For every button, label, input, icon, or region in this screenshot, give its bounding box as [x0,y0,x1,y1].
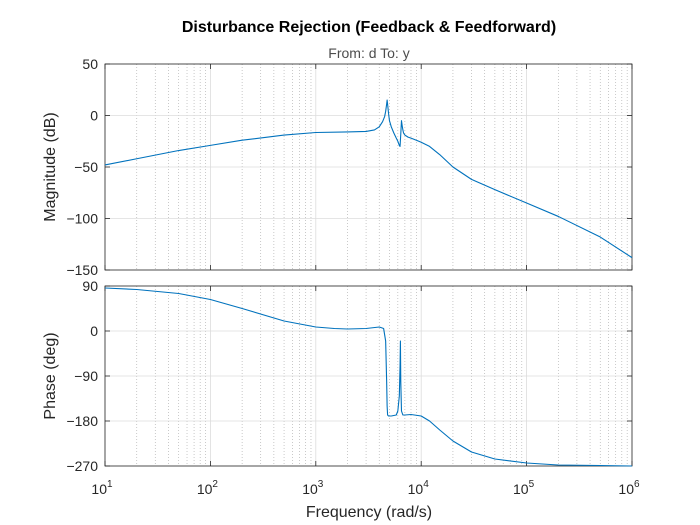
magnitude-y-tick-label: −150 [66,262,98,278]
x-tick-exponent: 1 [107,479,113,490]
phase-y-tick-label: −270 [66,458,98,474]
x-tick-exponent: 4 [423,479,429,490]
x-axis-label: Frequency (rad/s) [306,504,432,521]
x-tick-label: 104 [408,479,430,497]
x-tick-label: 102 [197,479,219,497]
phase-axis-label: Phase (deg) [42,332,59,419]
x-tick-exponent: 2 [212,479,218,490]
magnitude-axis-label: Magnitude (dB) [42,112,59,221]
phase-y-tick-label: 0 [90,323,98,339]
x-tick-label: 103 [302,479,324,497]
x-tick-exponent: 3 [318,479,324,490]
magnitude-panel: 50 0 −50 −100 −150 [66,56,633,278]
x-tick-exponent: 6 [634,479,640,490]
phase-y-tick-label: −180 [66,413,98,429]
magnitude-series-line [104,99,633,259]
phase-panel: 90 0 −90 −180 −270 [66,278,633,474]
x-tick-label: 106 [618,479,640,497]
magnitude-y-tick-label: −100 [66,211,98,227]
phase-series-line [104,287,633,467]
magnitude-y-tick-label: 0 [90,108,98,124]
x-tick-label: 105 [513,479,535,497]
phase-y-tick-label: 90 [82,278,98,294]
x-tick-exponent: 5 [529,479,535,490]
phase-y-tick-label: −90 [74,368,98,384]
chart-title: Disturbance Rejection (Feedback & Feedfo… [182,19,556,36]
x-tick-label: 101 [91,479,113,497]
magnitude-y-tick-label: −50 [74,159,98,175]
magnitude-y-tick-label: 50 [82,56,98,72]
io-pair-subtitle: From: d To: y [328,45,409,61]
x-tick-labels: 101 102 103 104 105 106 [91,479,640,497]
